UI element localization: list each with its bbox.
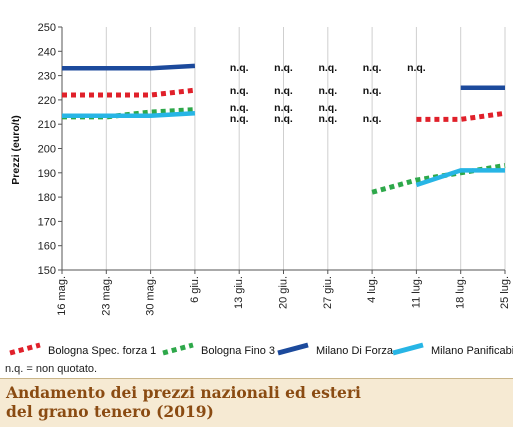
series-line-4 [62,111,196,118]
caption-box: Andamento dei prezzi nazionali ed esteri… [0,378,513,427]
y-tick-label: 240 [38,46,56,58]
y-axis-label: Prezzi (euro/t) [10,115,22,184]
nq-label: n.q. [363,113,382,125]
y-tick-label: 190 [38,168,56,180]
y-tick-label: 220 [38,95,56,107]
x-tick-label: 11 lug. [410,276,422,308]
legend-swatch-4 [392,342,424,356]
x-tick-label: 4 lug. [366,276,378,303]
nq-label: n.q. [318,113,337,125]
series-line-2 [371,163,506,195]
annotation-group: n.q. n.q. n.q. n.q. n.q.n.q. n.q. n.q. n.q.n.q.… [230,62,426,125]
legend-label-1: Bologna Spec. forza 1 [48,345,156,357]
y-axis-ticks: 150 160 170 180 190 200 210 220 230 240 250 [38,22,62,277]
nq-label: n.q. [363,62,382,74]
legend-swatch-3 [277,342,309,356]
legend-swatch-1 [9,342,41,356]
nq-label: n.q. [274,62,293,74]
series-line-3 [62,63,196,71]
y-tick-label: 200 [38,144,56,156]
nq-label: n.q. [318,85,337,97]
y-tick-label: 150 [38,265,56,277]
x-tick-label: 18 lug. [455,276,467,309]
series-group [62,63,506,195]
series-line-1 [62,87,196,98]
x-tick-label: 13 giu. [233,276,245,309]
x-tick-label: 6 giu. [189,276,201,303]
x-tick-label: 27 giu. [322,276,334,309]
y-tick-label: 170 [38,216,56,228]
x-tick-label: 16 mag. [56,276,68,316]
nq-label: n.q. [407,62,426,74]
nq-label: n.q. [230,102,249,114]
legend-label-4: Milano Panificabile [431,345,513,357]
price-chart: 150 160 170 180 190 200 210 220 230 240 250 16 mag… [9,22,513,357]
caption-title-line-2: del grano tenero (2019) [6,402,214,421]
nq-label: n.q. [230,85,249,97]
caption-title-line-1: Andamento dei prezzi nazionali ed esteri [6,383,361,402]
y-tick-label: 180 [38,192,56,204]
nq-label: n.q. [230,113,249,125]
y-tick-label: 230 [38,71,56,83]
y-tick-label: 250 [38,22,56,34]
x-tick-label: 23 mag. [100,276,112,316]
y-tick-label: 160 [38,241,56,253]
footnote: n.q. = non quotato. [5,363,98,375]
series-line-4 [415,168,505,188]
x-tick-label: 20 giu. [278,276,290,309]
legend-label-3: Milano Di Forza [316,345,394,357]
nq-label: n.q. [230,62,249,74]
nq-label: n.q. [318,102,337,114]
y-tick-label: 210 [38,119,56,131]
legend: Bologna Spec. forza 1 Bologna Fino 3 Milan… [9,342,513,357]
nq-label: n.q. [318,62,337,74]
legend-swatch-2 [162,342,194,356]
nq-label: n.q. [274,85,293,97]
x-tick-label: 25 lug. [499,276,511,309]
nq-label: n.q. [363,85,382,97]
legend-label-2: Bologna Fino 3 [201,345,275,357]
series-line-1 [416,110,506,122]
nq-label: n.q. [274,113,293,125]
x-tick-label: 30 mag. [145,276,157,316]
nq-label: n.q. [274,102,293,114]
x-axis-ticks: 16 mag. 23 mag. 30 mag. 6 giu. 13 giu. 20 giu… [56,270,511,316]
